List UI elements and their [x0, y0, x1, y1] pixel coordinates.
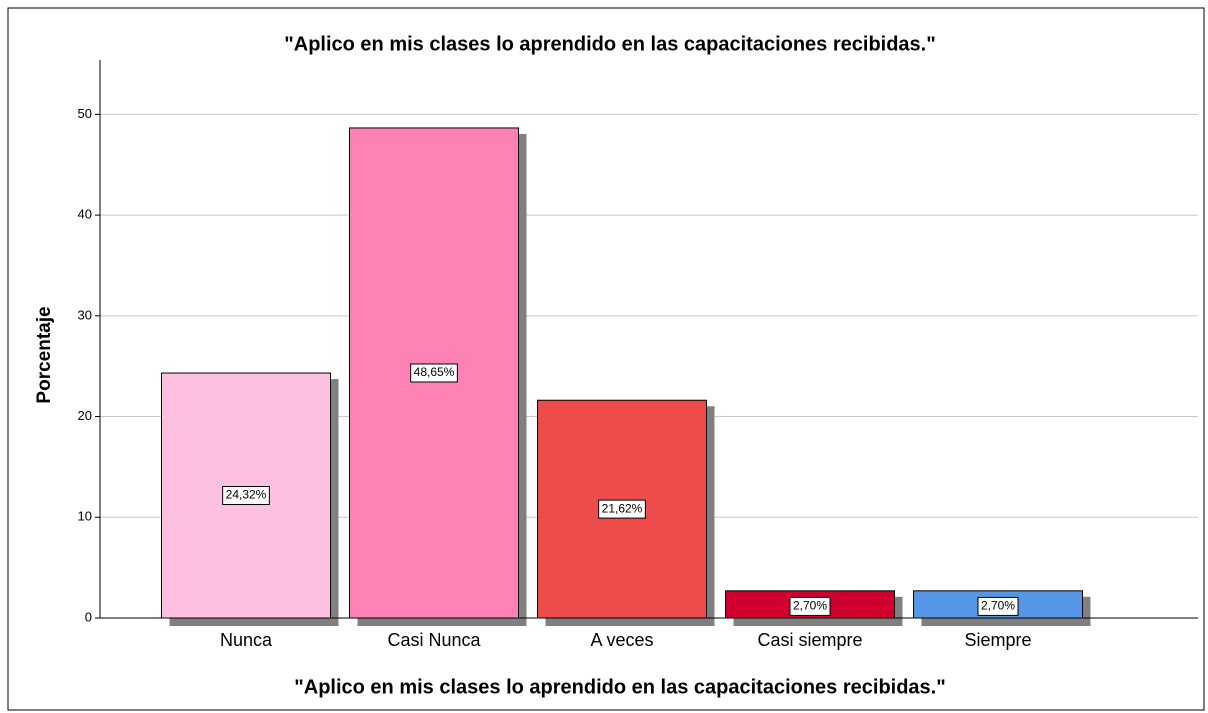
value-label: 2,70% — [981, 599, 1015, 613]
value-label: 48,65% — [414, 365, 455, 379]
y-tick-label: 0 — [85, 609, 92, 624]
y-tick-label: 50 — [78, 106, 92, 121]
value-label-box — [222, 486, 270, 506]
x-tick-label: A veces — [590, 630, 653, 650]
y-tick-label: 20 — [78, 408, 92, 423]
value-label-box — [977, 596, 1019, 616]
x-tick-label: Casi Nunca — [387, 630, 481, 650]
value-label-box — [410, 363, 458, 383]
y-tick-label: 40 — [78, 207, 92, 222]
value-label: 2,70% — [793, 599, 827, 613]
chart-title: "Aplico en mis clases lo aprendido en la… — [284, 33, 935, 55]
value-label: 24,32% — [226, 488, 267, 502]
y-axis-title: Porcentaje — [34, 306, 55, 403]
value-label-box — [598, 499, 646, 519]
x-tick-label: Nunca — [220, 630, 273, 650]
y-tick-label: 10 — [78, 509, 92, 524]
value-label: 21,62% — [602, 501, 643, 515]
x-tick-label: Siempre — [964, 630, 1031, 650]
value-label-box — [789, 596, 831, 616]
x-tick-label: Casi siempre — [757, 630, 862, 650]
x-axis-title: "Aplico en mis clases lo aprendido en la… — [294, 676, 945, 698]
y-tick-label: 30 — [78, 307, 92, 322]
